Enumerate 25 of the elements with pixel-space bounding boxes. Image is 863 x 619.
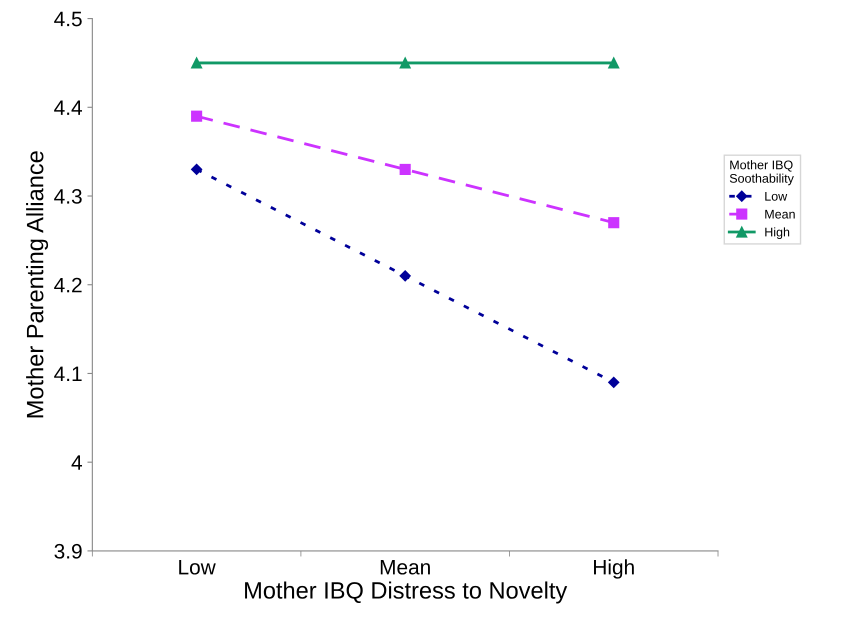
legend-label: Mean [765,210,795,219]
x-axis-title: Mother IBQ Distress to Novelty [245,581,568,604]
point [608,376,620,388]
point [608,57,620,68]
point [400,57,411,68]
legend-title: Mother IBQ Soothability [730,160,794,186]
y-axis-title: Mother Parenting Alliance [26,151,48,418]
point [400,270,411,282]
y-tick-label: 3.9 [54,544,82,559]
x-tick-label: High [594,559,634,579]
x-tick-label: Mean [380,560,430,575]
legend-label: Low [765,192,788,201]
y-tick-label: 4.3 [54,189,82,204]
legend-label: High [765,227,790,239]
point [400,164,411,175]
point [608,217,620,228]
point [191,164,202,176]
y-tick-label: 4 [72,455,82,470]
point [191,57,202,68]
y-tick-label: 4.2 [54,278,82,292]
y-tick-label: 4.4 [54,100,82,115]
point [191,110,202,122]
y-tick-label: 4.1 [54,366,82,382]
x-tick-label: Low [179,560,216,575]
y-tick-label: 4.5 [54,12,82,26]
